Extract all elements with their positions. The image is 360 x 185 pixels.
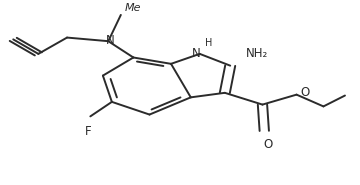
Text: NH₂: NH₂: [246, 47, 269, 60]
Text: H: H: [205, 38, 212, 48]
Text: N: N: [106, 34, 114, 47]
Text: N: N: [192, 47, 201, 60]
Text: F: F: [85, 125, 92, 137]
Text: O: O: [263, 138, 273, 151]
Text: O: O: [300, 86, 309, 99]
Text: Me: Me: [125, 3, 141, 13]
